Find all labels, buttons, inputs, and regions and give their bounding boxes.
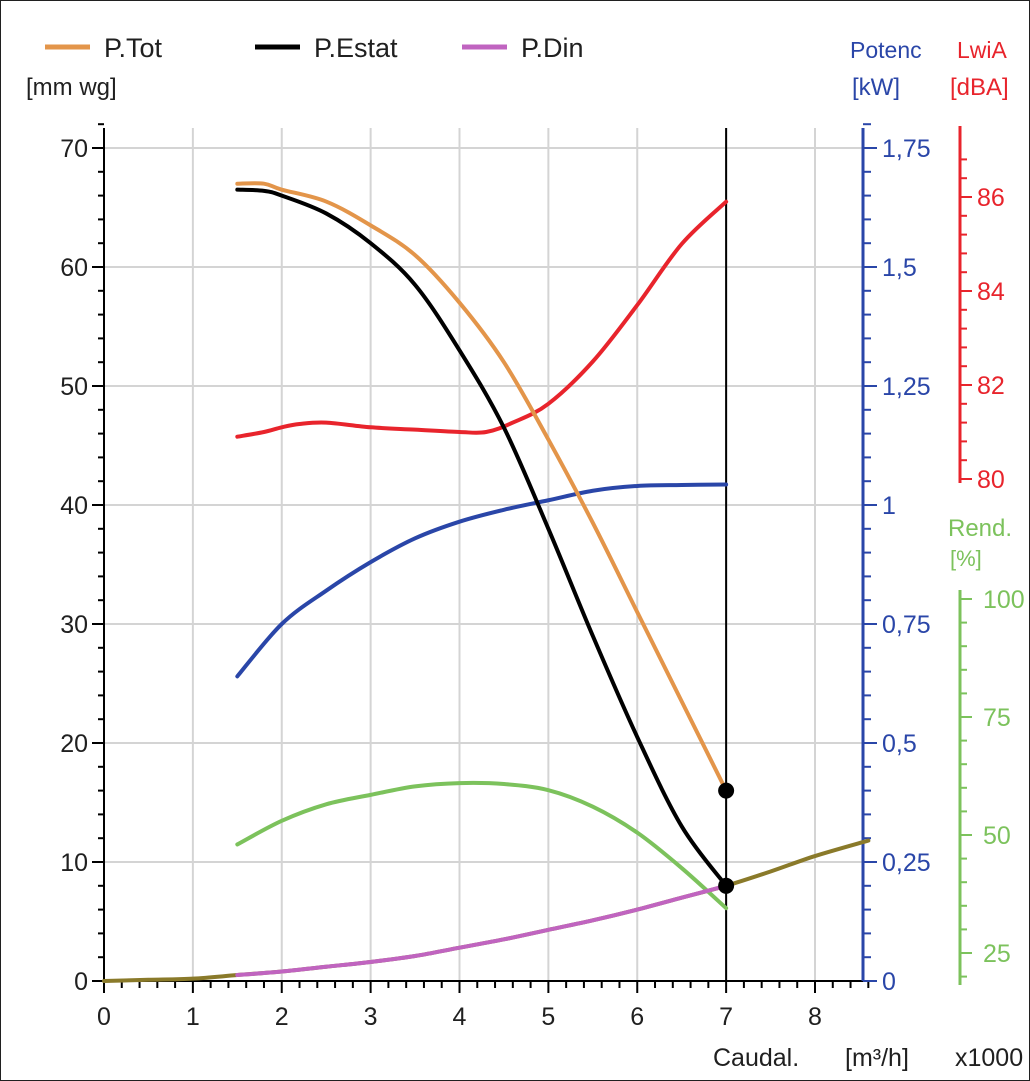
series-sound-curve	[235, 199, 729, 439]
x-tick-label: 6	[630, 1003, 644, 1031]
x-axis-unit: [m³/h]	[845, 1044, 909, 1072]
marker-layer	[718, 782, 735, 894]
grid	[104, 128, 863, 981]
efficiency-axis-unit: [%]	[950, 546, 982, 571]
power-tick-label: 1	[882, 492, 896, 520]
series-power-curve	[235, 482, 729, 679]
x-tick-label: 0	[97, 1003, 111, 1031]
operating-point-marker	[718, 782, 735, 799]
pressure-tick-label: 0	[74, 968, 88, 996]
sound-tick-label: 82	[977, 372, 1005, 400]
pressure-tick-label: 40	[60, 492, 88, 520]
x-tick-label: 3	[364, 1003, 378, 1031]
efficiency-axis-label: Rend.	[948, 515, 1012, 542]
pressure-tick-label: 20	[60, 730, 88, 758]
sound-tick-label: 86	[977, 184, 1005, 212]
power-tick-label: 1,5	[882, 254, 917, 282]
x-axis-multiplier: x1000	[955, 1044, 1023, 1072]
pressure-tick-label: 60	[60, 254, 88, 282]
series-efficiency-curve	[235, 780, 729, 911]
pressure-axis-unit: [mm wg]	[26, 74, 117, 101]
power-tick-label: 0,75	[882, 611, 931, 639]
power-tick-label: 0,5	[882, 730, 917, 758]
pressure-tick-label: 50	[60, 373, 88, 401]
sound-axis-unit: [dBA]	[950, 74, 1009, 101]
x-tick-label: 7	[719, 1003, 733, 1031]
series-p-tot	[235, 181, 729, 793]
pressure-tick-label: 70	[60, 135, 88, 163]
sound-tick-label: 84	[977, 278, 1005, 306]
efficiency-tick-label: 50	[983, 822, 1011, 850]
efficiency-tick-label: 25	[983, 940, 1011, 968]
legend-label-p-din: P.Din	[521, 33, 584, 63]
x-axis-label: Caudal.	[713, 1044, 799, 1072]
x-tick-label: 8	[808, 1003, 822, 1031]
series-p-estat	[235, 187, 729, 888]
efficiency-tick-label: 100	[983, 586, 1025, 614]
pressure-tick-label: 10	[60, 849, 88, 877]
legend: P.Tot P.Estat P.Din	[45, 33, 584, 63]
pressure-tick-label: 30	[60, 611, 88, 639]
power-axis-label: Potenc	[850, 37, 922, 63]
power-tick-label: 1,25	[882, 373, 931, 401]
x-tick-label: 4	[453, 1003, 467, 1031]
power-tick-label: 0	[882, 968, 896, 996]
power-tick-label: 1,75	[882, 135, 931, 163]
sound-tick-label: 80	[977, 466, 1005, 494]
operating-point-marker	[718, 877, 735, 894]
x-tick-label: 5	[541, 1003, 555, 1031]
efficiency-tick-label: 75	[983, 704, 1011, 732]
power-axis-unit: [kW]	[852, 74, 900, 101]
series-p-din	[235, 883, 729, 978]
plot-area	[104, 128, 863, 981]
power-tick-label: 0,25	[882, 849, 931, 877]
legend-label-p-tot: P.Tot	[104, 33, 163, 63]
legend-label-p-estat: P.Estat	[314, 33, 398, 63]
sound-axis-label: LwiA	[957, 37, 1008, 63]
x-tick-label: 1	[186, 1003, 200, 1031]
x-tick-label: 2	[275, 1003, 289, 1031]
